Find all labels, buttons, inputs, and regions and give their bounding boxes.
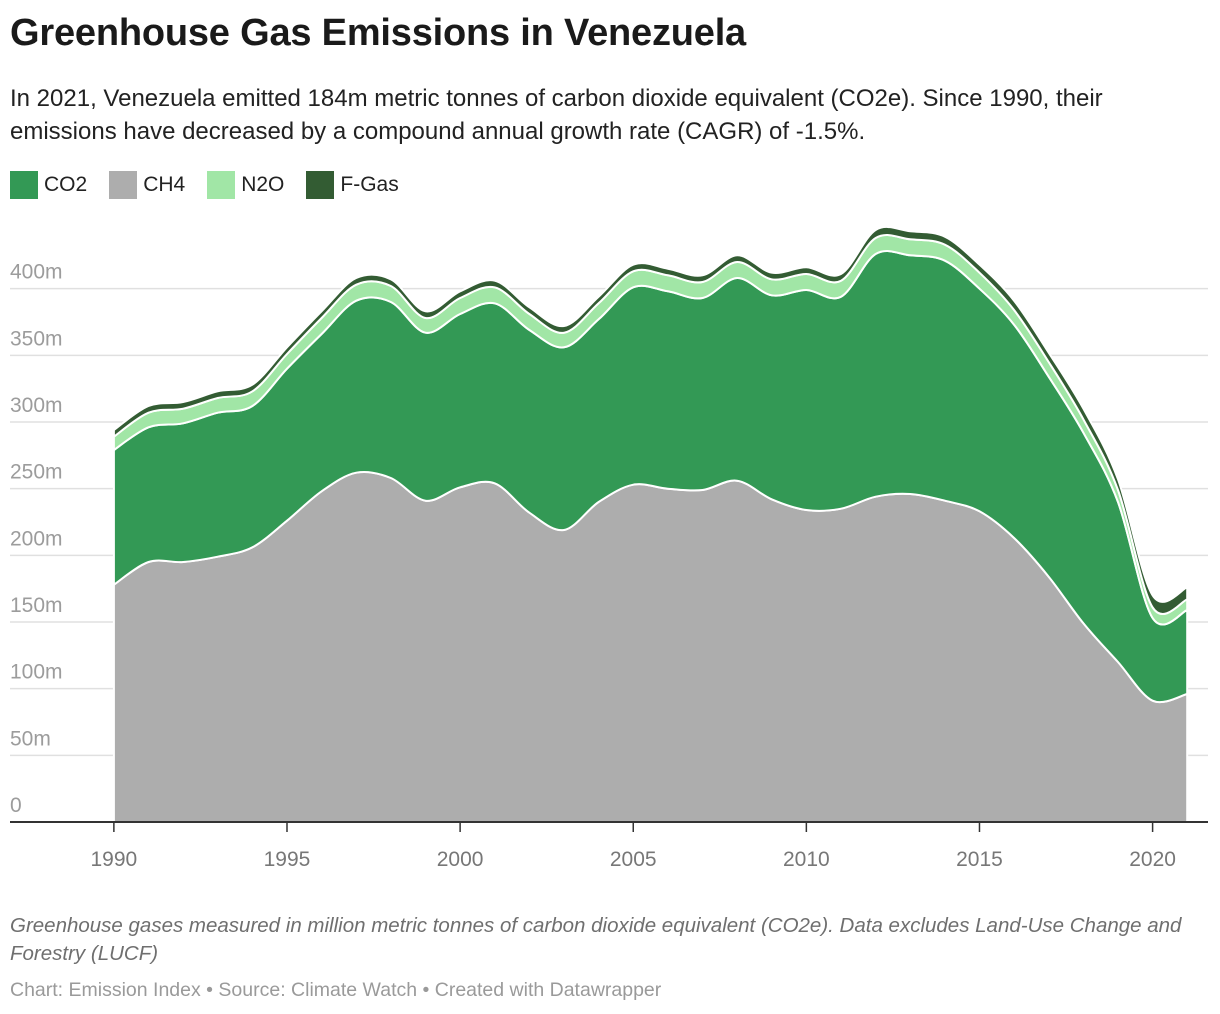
x-tick-label: 1990 [91, 848, 138, 871]
legend-label: N2O [241, 173, 285, 196]
chart-subtitle: In 2021, Venezuela emitted 184m metric t… [10, 85, 1103, 145]
x-tick-label: 2010 [783, 848, 830, 871]
y-tick-label: 300m [10, 394, 63, 417]
legend-swatch [10, 171, 38, 199]
chart-title: Greenhouse Gas Emissions in Venezuela [10, 12, 746, 54]
legend-swatch [306, 171, 335, 199]
x-tick-label: 2000 [437, 848, 484, 871]
y-tick-label: 400m [10, 261, 63, 284]
area-series [112, 226, 1189, 823]
y-tick-label: 100m [10, 661, 63, 684]
legend-label: CH4 [143, 173, 186, 196]
legend-label: F-Gas [340, 173, 399, 196]
x-tick-label: 2020 [1129, 848, 1176, 871]
legend-item-f-gas: F-Gas [306, 171, 399, 199]
y-tick-label: 150m [10, 594, 63, 617]
y-tick-label: 50m [10, 727, 51, 750]
x-tick-label: 2005 [610, 848, 657, 871]
axes: 1990 1995 2000 2005 2010 2015 2020 [10, 821, 1208, 871]
chart-notes: Greenhouse gases measured in million met… [10, 914, 1182, 965]
x-tick-label: 2015 [956, 848, 1003, 871]
y-tick-label: 350m [10, 327, 63, 350]
y-tick-label: 250m [10, 461, 63, 484]
legend-item-ch4: CH4 [109, 171, 185, 199]
legend-item-co2: CO2 [10, 171, 87, 199]
legend-item-n2o: N2O [207, 171, 284, 199]
y-tick-label: 200m [10, 527, 63, 550]
legend-swatch [109, 171, 138, 199]
chart-credit: Chart: Emission Index • Source: Climate … [10, 979, 662, 1001]
legend-swatch [207, 171, 236, 199]
legend: CO2 CH4 N2O F-Gas [10, 171, 421, 199]
area-f-gas [112, 226, 1189, 615]
y-tick-label: 0 [10, 794, 22, 817]
x-tick-label: 1995 [264, 848, 311, 871]
legend-label: CO2 [44, 173, 88, 196]
